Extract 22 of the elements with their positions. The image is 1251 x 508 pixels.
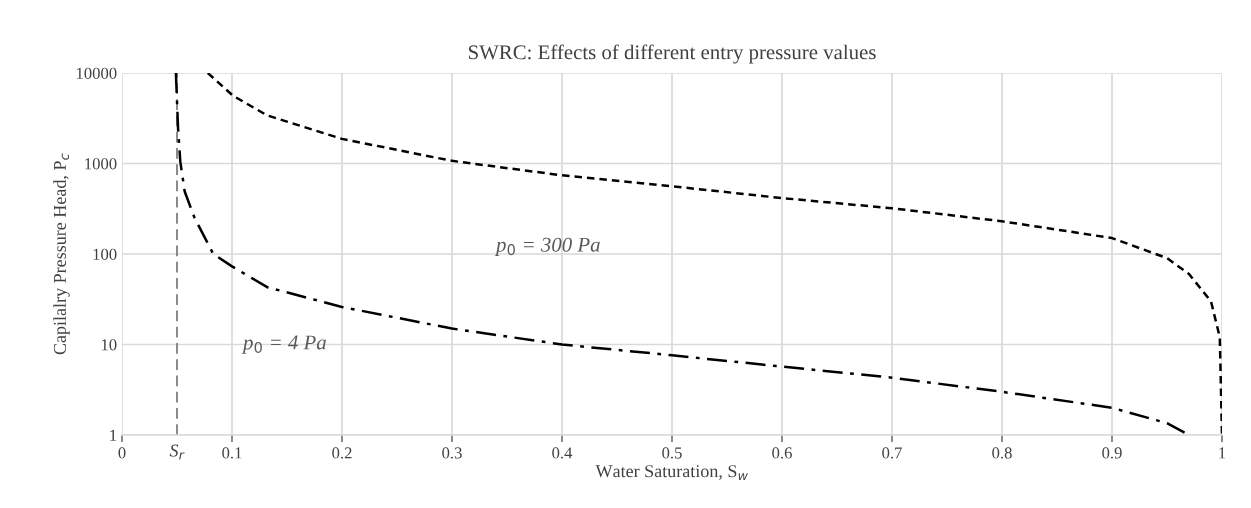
x-tick-label: 0.2 [332,447,352,459]
x-tick-label: 0.5 [662,447,682,459]
y-tick-label: 10000 [76,67,117,79]
x-tick-label: 0.4 [552,447,573,459]
x-axis-title: Water Saturation, S$_{w}$ [595,465,748,481]
ref-line-label: S$_{r}$ [169,444,185,460]
y-axis-title: Capilalry Pressure Head, P$_{c}$ [53,153,70,355]
y-tick-label: 10 [101,339,117,351]
x-tick-label: 0.8 [992,447,1012,459]
x-tick-label: 1 [1219,447,1226,459]
text: p$_{0}$ = 300 Pa [494,237,600,256]
x-tick-label: 0.7 [882,447,902,459]
x-tick-label: 0.9 [1102,447,1122,459]
x-tick-label: 0 [118,447,126,459]
x-tick-label: 0.1 [222,447,242,459]
series-label: p$_{0}$ = 4 Pa [241,335,326,354]
x-tick-label: 0.3 [442,447,462,459]
x-tick-label: 0.6 [772,447,792,459]
y-tick-label: 100 [93,248,117,260]
y-tick-label: 1000 [85,158,117,170]
chart-title: SWRC: Effects of different entry pressure values [468,44,876,64]
y-tick-label: 1 [110,429,117,441]
